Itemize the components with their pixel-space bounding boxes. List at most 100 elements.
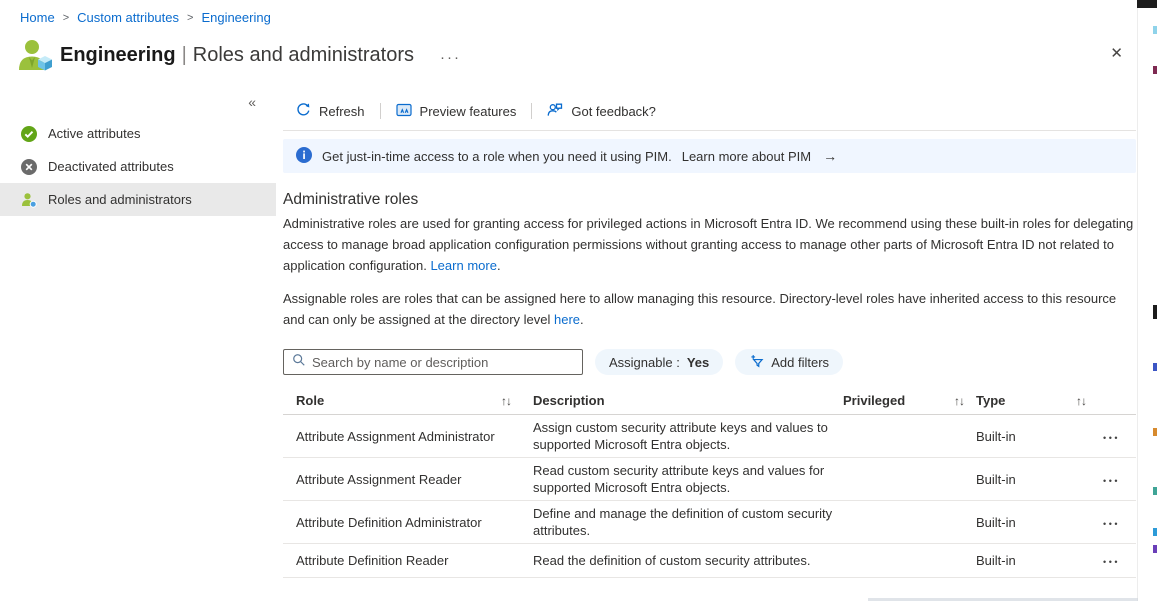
column-header-type[interactable]: Type ↑↓ [976,393,1096,408]
toolbar-divider [531,103,533,119]
table-row[interactable]: Attribute Definition Reader Read the def… [283,544,1136,578]
section-heading: Administrative roles [283,191,419,208]
role-description-cell: Assign custom security attribute keys an… [533,420,828,452]
page-title-separator: | [181,43,187,66]
screen-edge-artifact [1153,487,1157,495]
sidebar-item-active-attributes[interactable]: Active attributes [0,117,276,150]
preview-features-button[interactable]: Preview features [395,102,517,121]
sidebar-item-roles-and-administrators[interactable]: Roles and administrators [0,183,276,216]
learn-more-link[interactable]: Learn more [430,258,497,273]
type-cell: Built-in [976,514,1016,530]
command-bar: Refresh Preview features Got feedback? [283,98,1136,124]
column-label: Type [976,393,1006,408]
role-description-cell: Read custom security attribute keys and … [533,463,825,495]
column-header-privileged[interactable]: Privileged ↑↓ [843,393,976,408]
page-header: Engineering | Roles and administrators ··· [16,37,461,73]
banner-message: Get just-in-time access to a role when y… [322,148,672,164]
sort-icon: ↑↓ [954,393,965,408]
toolbar-divider-line [283,130,1136,131]
roles-description-paragraph: Administrative roles are used for granti… [283,213,1136,276]
screen-edge-strip [1137,0,1157,601]
sidebar-item-label: Active attributes [48,126,141,141]
column-header-role[interactable]: Role ↑↓ [283,393,533,408]
check-circle-icon [21,125,37,142]
roles-table: Role ↑↓ Description Privileged ↑↓ Type ↑… [283,387,1136,578]
breadcrumb-home[interactable]: Home [20,10,55,25]
preview-features-icon [395,102,412,121]
main-content: Refresh Preview features Got feedback? [283,90,1136,578]
engineering-group-icon [16,37,52,73]
add-filters-pill[interactable]: Add filters [735,349,844,375]
table-header-row: Role ↑↓ Description Privileged ↑↓ Type ↑… [283,387,1136,415]
assignable-filter-pill[interactable]: Assignable : Yes [595,349,724,375]
table-row[interactable]: Attribute Assignment Reader Read custom … [283,458,1136,501]
type-cell: Built-in [976,428,1016,444]
banner-pim-link[interactable]: Learn more about PIM [681,148,812,164]
row-menu-icon[interactable]: ••• [1103,475,1120,486]
paragraph-period: . [580,312,584,327]
breadcrumb: Home > Custom attributes > Engineering [20,10,271,25]
table-row[interactable]: Attribute Assignment Administrator Assig… [283,415,1136,458]
got-feedback-button[interactable]: Got feedback? [547,102,656,121]
sidebar: « Active attributes Deactivated attribut… [0,88,276,601]
sort-icon: ↑↓ [1076,393,1087,408]
sort-icon: ↑↓ [501,393,512,408]
toolbar-divider [379,103,381,119]
breadcrumb-engineering[interactable]: Engineering [201,10,271,25]
screen-edge-artifact [1153,305,1157,319]
close-blade-icon[interactable]: ✕ [1110,45,1123,62]
paragraph-text: Assignable roles are roles that can be a… [283,291,1117,327]
breadcrumb-custom-attributes[interactable]: Custom attributes [77,10,179,25]
got-feedback-label: Got feedback? [571,103,656,119]
more-options-icon[interactable]: ··· [440,48,461,66]
page-title: Engineering | Roles and administrators [60,44,414,67]
screen-edge-artifact [868,598,1138,601]
sidebar-nav: Active attributes Deactivated attributes… [0,117,276,216]
assignable-roles-paragraph: Assignable roles are roles that can be a… [283,288,1136,330]
screen-edge-artifact [1153,363,1157,371]
refresh-button[interactable]: Refresh [296,102,365,120]
info-icon [296,146,312,166]
pim-info-banner: Get just-in-time access to a role when y… [283,139,1136,173]
screen-edge-artifact [1153,66,1157,74]
column-label: Privileged [843,393,906,408]
assignable-filter-value: Yes [686,354,710,370]
role-name-cell: Attribute Definition Reader [296,553,449,568]
breadcrumb-separator-icon: > [62,11,70,24]
refresh-icon [296,102,311,120]
role-name-cell: Attribute Definition Administrator [296,514,482,530]
preview-features-label: Preview features [419,103,517,119]
arrow-right-icon[interactable]: → [823,148,838,164]
row-menu-icon[interactable]: ••• [1103,557,1120,567]
paragraph-text: Administrative roles are used for granti… [283,216,1134,273]
type-cell: Built-in [976,471,1016,487]
row-menu-icon[interactable]: ••• [1103,518,1120,529]
breadcrumb-separator-icon: > [187,11,194,24]
paragraph-period: . [496,258,501,273]
person-roles-icon [21,192,37,208]
column-header-description[interactable]: Description [533,388,843,413]
role-description-cell: Define and manage the definition of cust… [533,506,833,538]
search-input[interactable] [312,354,574,370]
table-row[interactable]: Attribute Definition Administrator Defin… [283,501,1136,544]
row-menu-icon[interactable]: ••• [1103,432,1120,443]
role-description-cell: Read the definition of custom security a… [533,553,811,568]
role-name-cell: Attribute Assignment Reader [296,471,462,487]
page-title-name: Engineering [60,43,176,66]
column-label: Role [296,393,325,408]
add-filters-label: Add filters [771,354,830,370]
feedback-icon [547,102,563,121]
sidebar-item-label: Deactivated attributes [48,159,174,174]
add-filter-icon [749,353,764,371]
screen-edge-artifact [1153,26,1157,34]
sidebar-item-deactivated-attributes[interactable]: Deactivated attributes [0,150,276,183]
assignable-filter-label: Assignable : [609,354,680,370]
x-circle-icon [21,158,37,175]
collapse-sidebar-icon[interactable]: « [248,94,256,110]
sidebar-item-label: Roles and administrators [48,192,192,207]
screen-edge-artifact [1137,0,1157,8]
filter-bar: Assignable : Yes Add filters [283,349,1136,375]
search-icon [292,353,306,372]
here-link[interactable]: here [554,312,581,327]
type-cell: Built-in [976,553,1016,568]
